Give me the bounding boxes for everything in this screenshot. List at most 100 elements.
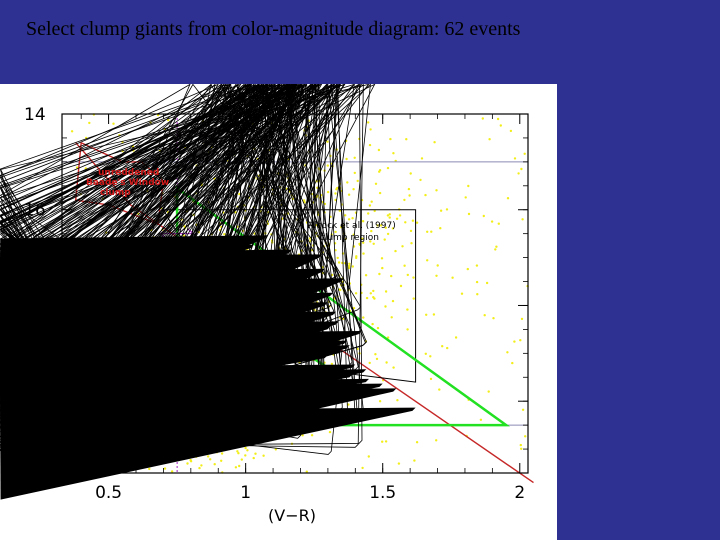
field-star <box>517 172 520 175</box>
field-star <box>460 292 464 295</box>
y-tick-label: 18 <box>24 296 46 316</box>
field-star <box>305 470 308 473</box>
field-star <box>246 449 249 452</box>
field-star <box>347 193 351 196</box>
field-star <box>364 274 368 277</box>
field-star <box>384 440 388 443</box>
field-star <box>495 245 498 248</box>
field-star <box>351 217 354 220</box>
field-star <box>383 238 386 241</box>
field-star <box>406 328 409 331</box>
field-star <box>374 182 378 185</box>
popowski-label-line-2: Baade's Window <box>86 178 169 188</box>
field-star <box>361 466 364 470</box>
y-tick-label: 16 <box>24 201 46 221</box>
field-star <box>373 297 376 300</box>
x-tick-label: 1 <box>240 483 251 503</box>
field-star <box>488 138 491 141</box>
field-star <box>424 193 427 197</box>
field-star <box>362 241 365 244</box>
field-star <box>399 284 403 288</box>
field-star <box>388 216 391 219</box>
field-star <box>384 305 387 308</box>
field-star <box>509 129 513 133</box>
field-star <box>396 399 399 402</box>
field-star <box>326 164 329 167</box>
field-star <box>408 194 411 197</box>
field-star <box>200 464 203 467</box>
field-star <box>368 361 371 365</box>
field-star <box>415 221 419 224</box>
x-tick-label: 0.5 <box>95 483 122 503</box>
field-star <box>432 313 436 316</box>
field-star <box>326 190 330 194</box>
field-star <box>373 209 376 213</box>
field-star <box>390 274 393 278</box>
field-star <box>439 227 442 230</box>
field-star <box>370 229 373 233</box>
field-star <box>326 140 329 143</box>
field-star <box>435 439 438 442</box>
field-star <box>378 272 381 276</box>
field-star <box>425 313 428 316</box>
field-star <box>409 172 412 175</box>
field-star <box>323 202 327 206</box>
field-star <box>148 467 151 471</box>
plot-frame <box>61 113 529 474</box>
field-star <box>376 224 379 227</box>
field-star <box>381 440 384 443</box>
field-star <box>262 454 265 457</box>
field-star <box>167 118 170 122</box>
field-star <box>348 262 351 265</box>
plot-panel: 0.5 1 1.5 2 14 16 18 20 (V−R) V unreddened Baad… <box>0 84 557 540</box>
field-star <box>391 299 395 303</box>
field-star <box>386 232 390 236</box>
field-star <box>370 200 373 203</box>
field-star <box>464 196 467 199</box>
reddening-line <box>75 142 534 484</box>
field-star <box>492 317 495 320</box>
field-star <box>369 292 372 295</box>
field-star <box>352 188 355 191</box>
field-star <box>220 452 224 455</box>
field-star <box>485 281 489 285</box>
field-star <box>274 448 277 451</box>
field-star <box>403 198 406 202</box>
field-star <box>475 280 479 284</box>
field-star <box>466 267 469 271</box>
field-star <box>409 229 413 233</box>
field-star <box>429 377 433 381</box>
field-star <box>361 237 364 240</box>
field-star <box>355 256 358 260</box>
field-star <box>398 214 402 217</box>
field-star <box>344 214 347 217</box>
field-star <box>379 224 383 227</box>
field-star <box>367 455 370 458</box>
field-star <box>519 443 522 447</box>
field-star <box>206 455 210 458</box>
field-star <box>336 256 339 260</box>
field-star <box>362 252 365 255</box>
field-star <box>407 187 411 191</box>
field-star <box>513 340 516 343</box>
field-star <box>483 314 486 317</box>
field-star <box>521 408 525 411</box>
y-axis-title: V <box>0 289 16 300</box>
field-star <box>371 322 374 326</box>
field-star <box>302 199 306 202</box>
field-star <box>375 357 379 361</box>
popowski-annotation: unreddened Baade's Window clump <box>86 168 169 198</box>
field-star <box>163 467 167 470</box>
field-star <box>441 345 444 348</box>
field-star <box>88 121 91 125</box>
field-star <box>390 316 393 319</box>
slide-title: Select clump giants from color-magnitude… <box>26 18 521 40</box>
axes: 0.5 1 1.5 2 14 16 18 20 <box>24 105 528 503</box>
event-layer <box>0 84 416 500</box>
field-star <box>435 189 438 192</box>
field-star <box>335 188 338 191</box>
field-star <box>511 361 514 365</box>
field-star <box>521 218 524 221</box>
field-star <box>376 326 380 330</box>
field-star <box>369 128 372 131</box>
